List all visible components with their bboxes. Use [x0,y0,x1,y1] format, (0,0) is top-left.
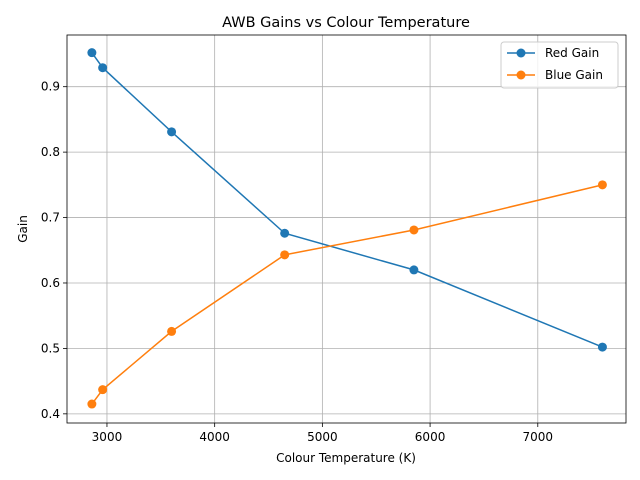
y-tick-label: 0.9 [41,80,60,94]
data-point-red-gain [409,265,419,275]
x-axis-label: Colour Temperature (K) [276,451,416,465]
y-tick-label: 0.6 [41,276,60,290]
y-tick-label: 0.5 [41,341,60,355]
data-point-blue-gain [87,399,97,409]
data-point-red-gain [597,342,607,352]
legend-marker-red [516,48,526,58]
y-tick-label: 0.8 [41,145,60,159]
x-tick-label: 6000 [415,430,446,444]
y-axis-label: Gain [16,215,30,243]
data-point-blue-gain [167,326,177,336]
data-point-red-gain [167,127,177,137]
legend: Red Gain Blue Gain [500,41,619,89]
y-tick-label: 0.4 [41,407,60,421]
y-tick-label: 0.7 [41,211,60,225]
data-point-blue-gain [597,180,607,190]
x-tick-label: 5000 [307,430,338,444]
plot-frame [66,34,627,424]
data-point-blue-gain [280,250,290,260]
data-point-red-gain [87,48,97,58]
x-tick-label: 3000 [92,430,123,444]
legend-label-blue: Blue Gain [545,68,603,82]
data-point-blue-gain [409,225,419,235]
legend-marker-blue [516,70,526,80]
legend-label-red: Red Gain [545,46,599,60]
chart-title: AWB Gains vs Colour Temperature [222,15,470,31]
data-point-red-gain [280,228,290,238]
x-tick-label: 4000 [199,430,230,444]
x-tick-label: 7000 [523,430,554,444]
data-point-red-gain [98,63,108,73]
data-point-blue-gain [98,385,108,395]
